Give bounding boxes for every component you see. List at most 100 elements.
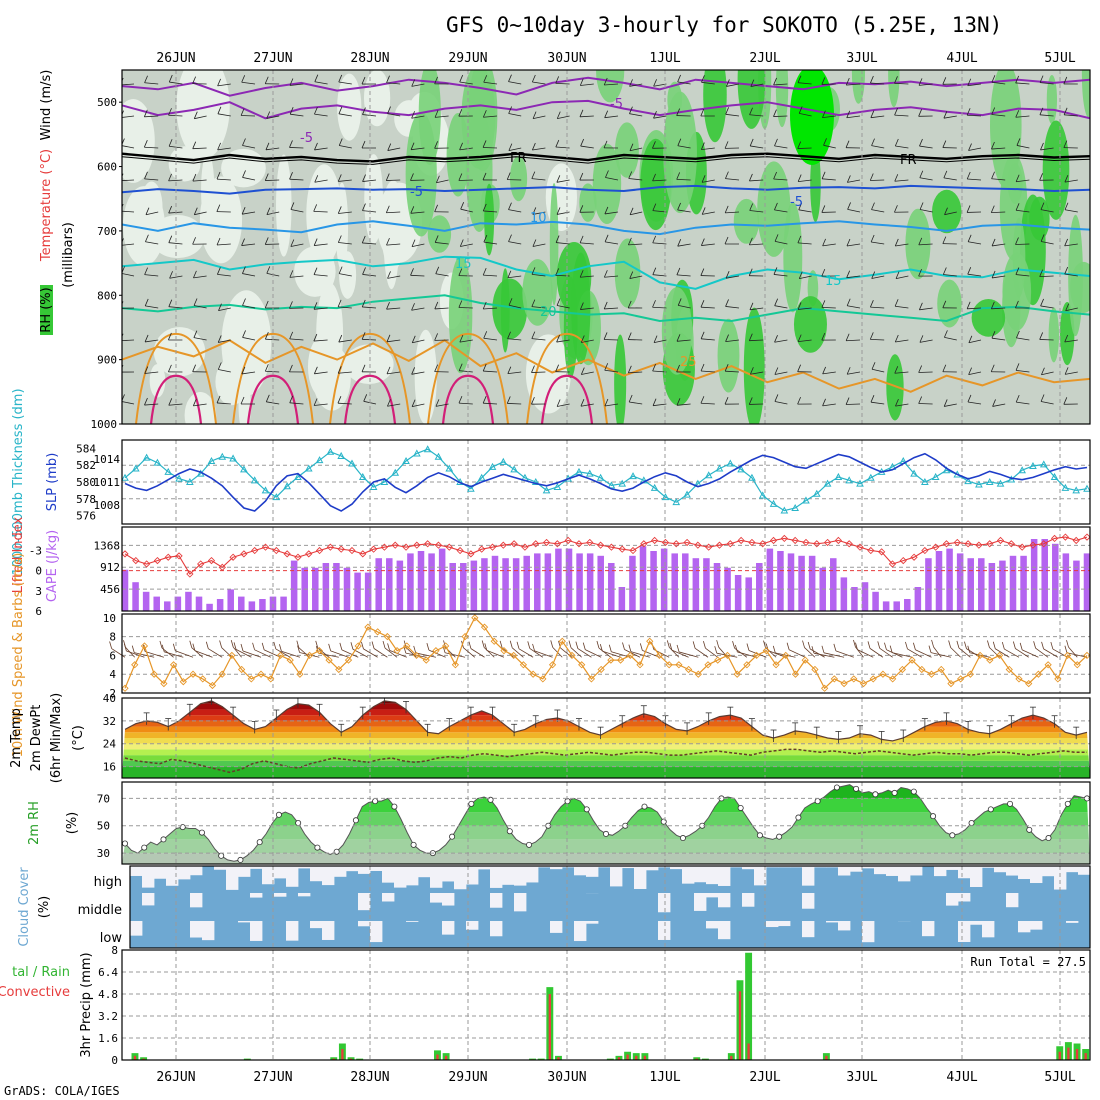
- wind-barb: [194, 211, 207, 216]
- wind-barb: [193, 111, 198, 119]
- cloud-row-label-high: high: [94, 875, 122, 890]
- wind-barb: [168, 173, 172, 182]
- wind-barb: [314, 175, 319, 183]
- lifted-index-point: [867, 546, 875, 555]
- li-tick-label: 3: [35, 585, 42, 598]
- wind-barb: [555, 76, 560, 84]
- wind-barb: [773, 274, 788, 277]
- rh-moist-region: [614, 122, 639, 178]
- cloud-gap: [610, 866, 623, 887]
- wind-barb: [289, 270, 294, 278]
- wind-barb: [870, 82, 885, 85]
- wind-speed-point: [461, 632, 469, 641]
- wind-barb: [725, 306, 740, 309]
- wind-barb: [290, 239, 295, 247]
- rh-moist-region: [737, 70, 766, 129]
- top-date-label: 2JUL: [749, 51, 780, 66]
- wind-barb: [434, 301, 439, 310]
- cloud-gap: [574, 921, 587, 942]
- thickness-tick-label: 582: [76, 459, 96, 472]
- wind-barb: [992, 243, 1006, 247]
- wind-barb: [629, 211, 643, 216]
- wind-barb: [821, 268, 826, 277]
- wind-barb: [1040, 305, 1054, 309]
- thickness-point: [737, 465, 745, 473]
- wind-barb: [677, 138, 682, 146]
- wind-barb: [653, 111, 657, 119]
- rh-point: [660, 818, 667, 825]
- wind-barb: [895, 398, 899, 407]
- rh-dry-region: [221, 290, 272, 396]
- cape-bar: [978, 558, 985, 611]
- cloud-gap: [778, 866, 791, 868]
- wind-barb: [1064, 179, 1078, 183]
- wind-barb: [798, 271, 803, 279]
- thickness-point: [823, 479, 832, 487]
- wind-barb: [216, 243, 231, 246]
- wind-barb: [846, 367, 851, 375]
- cloud-gap: [790, 866, 803, 868]
- wind-barb: [1040, 401, 1054, 405]
- lifted-index-point: [424, 540, 432, 548]
- wind-barb: [387, 275, 401, 279]
- wind-barb: [387, 106, 391, 114]
- cloud-gap: [322, 921, 335, 940]
- wind-speed-point: [412, 651, 421, 660]
- rh-axis-label: 2m RH: [27, 801, 42, 845]
- thickness-tick-label: 578: [76, 493, 96, 506]
- wind-barb: [411, 111, 415, 119]
- cloud-gap: [550, 921, 563, 933]
- isotherm-line: [526, 332, 608, 424]
- pressure-tick-label: 1000: [91, 418, 118, 431]
- thickness-point: [477, 473, 486, 481]
- wind-barb: [1041, 241, 1054, 245]
- bottom-date-label: 28JUN: [350, 1070, 389, 1085]
- lifted-index-line: [124, 536, 1088, 575]
- isotherm-label: 20: [540, 305, 557, 320]
- wind-barb: [314, 81, 328, 85]
- lifted-index-point: [413, 541, 421, 549]
- lifted-index-point: [434, 541, 443, 549]
- cape-bar: [1041, 539, 1048, 611]
- thickness-point: [975, 480, 983, 488]
- wind-speed-point: [519, 661, 528, 669]
- wind-barb: [1033, 641, 1037, 649]
- wind-barb: [362, 267, 366, 275]
- cloud-gap: [358, 893, 371, 911]
- wind-barb: [919, 202, 924, 210]
- wind-barb: [813, 652, 835, 658]
- cape-bar: [734, 575, 742, 611]
- lifted-index-point: [921, 546, 929, 555]
- cape-bar: [1009, 555, 1017, 611]
- wind-barb: [555, 82, 570, 85]
- wind-speed-point: [208, 681, 217, 690]
- thickness-point: [467, 484, 475, 492]
- wind-speed-point: [694, 670, 702, 678]
- wind-barb: [508, 298, 513, 306]
- wind-barb: [822, 398, 826, 407]
- wind-barb: [870, 338, 885, 341]
- wind-barb: [992, 403, 1006, 407]
- wind-barb: [604, 369, 619, 373]
- lifted-index-point: [953, 538, 961, 547]
- bottom-date-label: 30JUN: [547, 1070, 586, 1085]
- wind-speed-point: [344, 656, 353, 664]
- lifted-index-point: [283, 550, 291, 558]
- wind-barb: [918, 365, 923, 373]
- temperature-unit-label: (°C): [71, 725, 86, 751]
- wind-barb: [362, 203, 366, 211]
- wind-barb: [724, 397, 729, 405]
- wind-speed-point: [451, 661, 460, 669]
- wind-barb: [511, 647, 524, 658]
- cloud-gap: [1066, 866, 1079, 873]
- wind-barb: [314, 179, 328, 183]
- wind-barb: [628, 371, 643, 374]
- wind-barb: [580, 307, 594, 310]
- wind-barb: [144, 366, 149, 374]
- thickness-point: [650, 483, 659, 491]
- wind-barb: [192, 237, 196, 245]
- wind-barb: [241, 238, 245, 246]
- wind-barb: [1016, 401, 1030, 405]
- wind-barb: [460, 208, 473, 213]
- wind-barb: [991, 331, 996, 339]
